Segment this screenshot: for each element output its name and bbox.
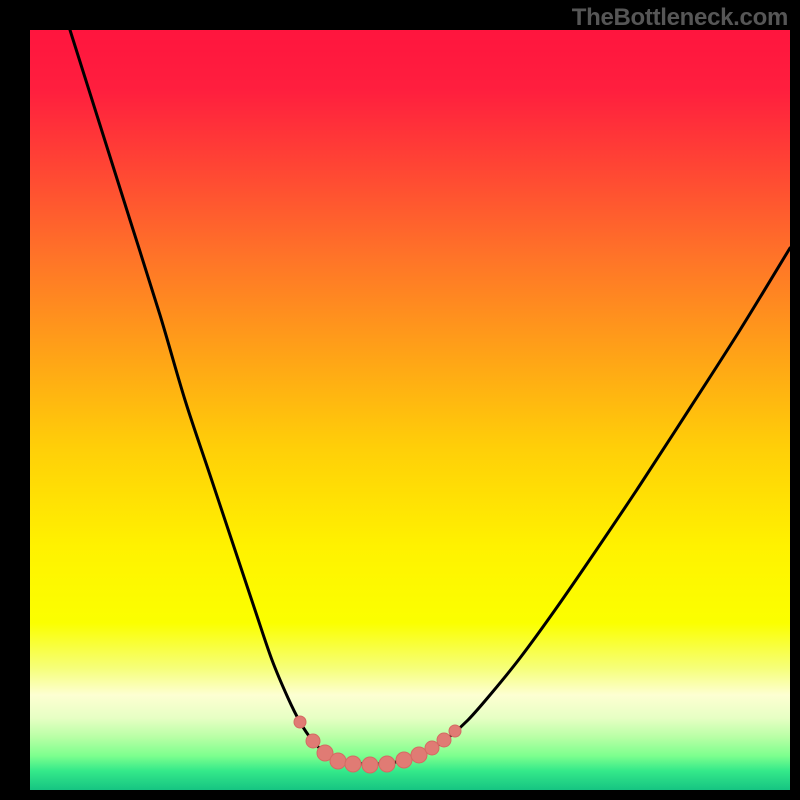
marker-point xyxy=(306,734,320,748)
marker-point xyxy=(449,725,461,737)
marker-point xyxy=(362,757,378,773)
marker-point xyxy=(396,752,412,768)
chart-frame: TheBottleneck.com xyxy=(0,0,800,800)
marker-point xyxy=(411,747,427,763)
plot-area xyxy=(30,30,790,790)
marker-point xyxy=(379,756,395,772)
bottleneck-markers xyxy=(294,716,461,773)
marker-point xyxy=(345,756,361,772)
bottleneck-curve xyxy=(70,30,790,764)
marker-point xyxy=(437,733,451,747)
watermark-text: TheBottleneck.com xyxy=(572,4,788,32)
curve-overlay xyxy=(30,30,790,790)
marker-point xyxy=(330,753,346,769)
marker-point xyxy=(425,741,439,755)
marker-point xyxy=(294,716,306,728)
